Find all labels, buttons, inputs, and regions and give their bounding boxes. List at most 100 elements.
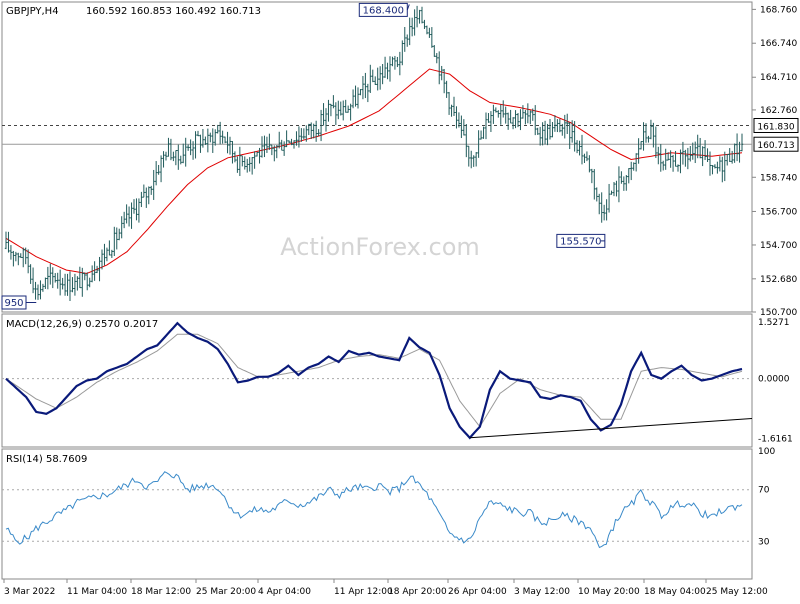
price-symbol-label: GBPJPY,H4	[6, 6, 59, 17]
ohlc-bar	[642, 122, 645, 151]
ohlc-bar	[51, 267, 54, 289]
ohlc-bar	[649, 119, 653, 140]
ohlc-bar	[223, 136, 227, 144]
ohlc-bar	[563, 114, 566, 139]
ohlc-bar	[83, 272, 86, 281]
ohlc-bar	[86, 272, 89, 291]
ohlc-bar	[349, 103, 352, 121]
ohlc-bar	[440, 65, 443, 81]
ohlc-bar	[593, 169, 596, 200]
ohlc-bar	[218, 121, 222, 145]
ohlc-bar	[159, 155, 163, 183]
ohlc-bar	[536, 127, 539, 135]
ohlc-bar	[703, 140, 707, 161]
ohlc-bar	[49, 263, 52, 285]
ohlc-bar	[334, 102, 338, 125]
ohlc-bar	[610, 190, 613, 195]
x-tick-label-2: 18 Mar 12:00	[131, 587, 191, 597]
ohlc-bar	[113, 226, 116, 256]
ohlc-bar	[575, 140, 579, 154]
ohlc-bar	[686, 147, 690, 170]
ohlc-bar	[521, 105, 525, 119]
ohlc-bar	[191, 141, 195, 160]
ohlc-bar	[19, 253, 22, 258]
ohlc-bar	[317, 129, 320, 137]
ohlc-bar	[248, 157, 251, 172]
ohlc-bar	[689, 146, 692, 162]
rsi-panel-frame	[1, 448, 753, 580]
ohlc-bar	[135, 198, 138, 221]
ohlc-bar	[236, 156, 239, 173]
ohlc-bar	[364, 72, 367, 99]
ohlc-bar	[484, 112, 488, 140]
ohlc-bar	[246, 158, 249, 173]
ohlc-bar	[396, 56, 399, 68]
ohlc-bar	[329, 103, 333, 117]
ohlc-bar	[598, 193, 601, 215]
annotation-leader-0	[406, 4, 410, 11]
ohlc-bar	[58, 269, 62, 296]
x-tick-label-4: 4 Apr 04:00	[258, 587, 311, 597]
ohlc-bar	[519, 109, 522, 131]
ohlc-bar	[361, 75, 365, 100]
ohlc-bar	[398, 51, 402, 76]
ohlc-bar	[184, 137, 187, 167]
ohlc-bar	[482, 126, 485, 139]
ohlc-bar	[108, 240, 111, 256]
ohlc-bar	[29, 264, 32, 284]
ohlc-bar	[120, 216, 123, 239]
ohlc-bar	[716, 161, 719, 174]
ohlc-bar	[31, 267, 35, 294]
ohlc-bar	[654, 126, 658, 158]
macd-panel-frame	[1, 313, 753, 448]
ohlc-bar	[531, 108, 534, 121]
ohlc-bar	[24, 247, 27, 265]
price-ytick-label-3: 162.760	[760, 106, 797, 116]
ohlc-bar	[590, 168, 594, 184]
ohlc-bar	[376, 67, 379, 91]
ohlc-bar	[103, 243, 106, 266]
ohlc-bar	[253, 151, 256, 169]
ohlc-bar	[179, 155, 182, 165]
ohlc-bar	[583, 153, 586, 164]
ohlc-bar	[100, 249, 104, 270]
ohlc-bar	[418, 9, 421, 24]
ohlc-bar	[36, 284, 40, 300]
ohlc-bar	[738, 141, 741, 163]
ohlc-bar	[659, 144, 662, 172]
ohlc-bar	[615, 180, 618, 197]
ohlc-bar	[268, 133, 271, 150]
x-tick-label-7: 26 Apr 04:00	[448, 587, 507, 597]
ohlc-bar	[201, 128, 205, 148]
ohlc-bar	[211, 128, 214, 153]
ohlc-bar	[359, 89, 362, 96]
ohlc-bar	[612, 182, 616, 197]
ohlc-bar	[243, 156, 246, 170]
ohlc-bar	[172, 151, 175, 162]
ohlc-bar	[455, 106, 458, 129]
ohlc-bar	[568, 122, 571, 150]
macd-ytick-label-1: 0.0000	[758, 375, 790, 385]
rsi-ytick-label-0: 100	[758, 447, 775, 457]
ohlc-bar	[332, 95, 335, 109]
ohlc-bar	[718, 156, 722, 172]
ohlc-bar	[186, 144, 190, 151]
x-tick-label-11: 25 May 12:00	[706, 587, 768, 597]
ohlc-bar	[524, 110, 527, 125]
ohlc-bar	[378, 66, 382, 90]
ohlc-bar	[199, 134, 202, 153]
ohlc-bar	[543, 120, 547, 145]
ohlc-bar	[647, 135, 650, 143]
ohlc-bar	[674, 150, 677, 167]
ohlc-bar	[430, 27, 434, 48]
ohlc-bar	[438, 51, 441, 85]
ohlc-bar	[17, 252, 20, 266]
ohlc-bar	[408, 17, 411, 46]
ohlc-bar	[450, 104, 453, 117]
x-tick-label-3: 25 Mar 20:00	[196, 587, 256, 597]
ohlc-bar	[511, 117, 515, 130]
ohlc-bar	[570, 120, 574, 143]
price-ytick-label-4: 158.740	[760, 173, 797, 183]
ohlc-bar	[676, 164, 680, 172]
macd-title: MACD(12,26,9) 0.2570 0.2017	[6, 319, 158, 330]
